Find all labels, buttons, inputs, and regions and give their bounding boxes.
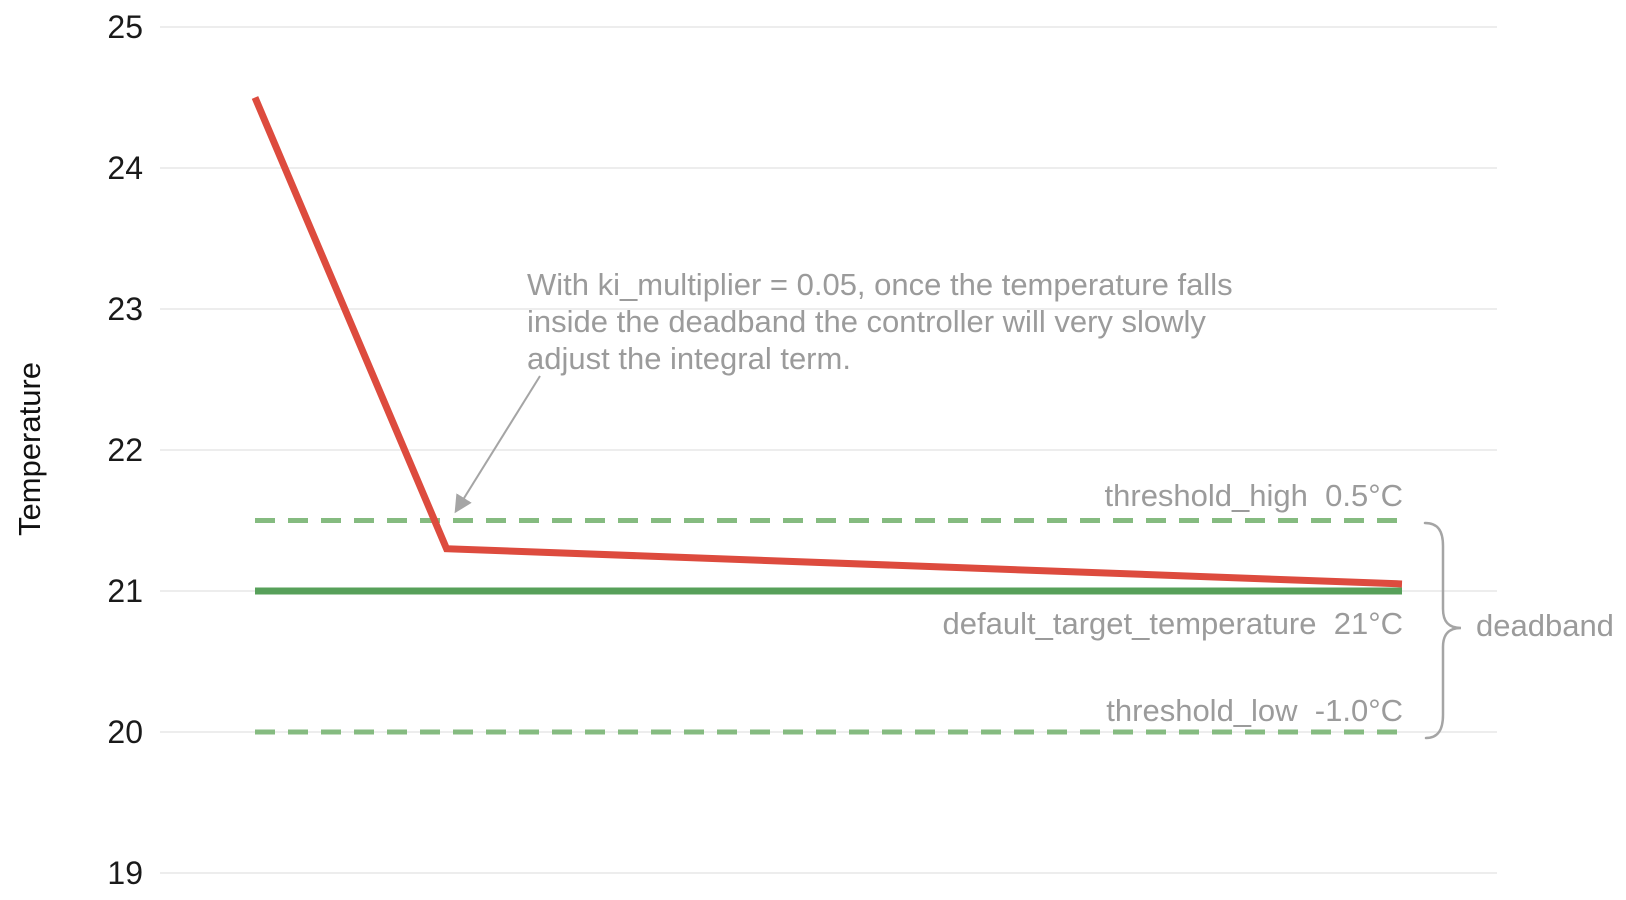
- y-tick-label: 25: [107, 9, 143, 45]
- y-tick-label: 20: [107, 714, 143, 750]
- y-tick-label: 24: [107, 150, 143, 186]
- y-tick-label: 22: [107, 432, 143, 468]
- annotation-arrow: [454, 375, 541, 514]
- default-target-temperature-label: default_target_temperature 21°C: [942, 606, 1403, 641]
- threshold-low-label: threshold_low -1.0°C: [1106, 693, 1403, 728]
- threshold-high-label: threshold_high 0.5°C: [1104, 478, 1403, 513]
- y-tick-label: 21: [107, 573, 143, 609]
- y-tick-label: 23: [107, 291, 143, 327]
- temperature-series-line: [251, 96, 1403, 588]
- deadband-brace: [1423, 521, 1462, 740]
- ki-multiplier-annotation: With ki_multiplier = 0.05, once the temp…: [527, 267, 1233, 376]
- deadband-label: deadband: [1476, 608, 1614, 643]
- y-tick-label: 19: [107, 855, 143, 891]
